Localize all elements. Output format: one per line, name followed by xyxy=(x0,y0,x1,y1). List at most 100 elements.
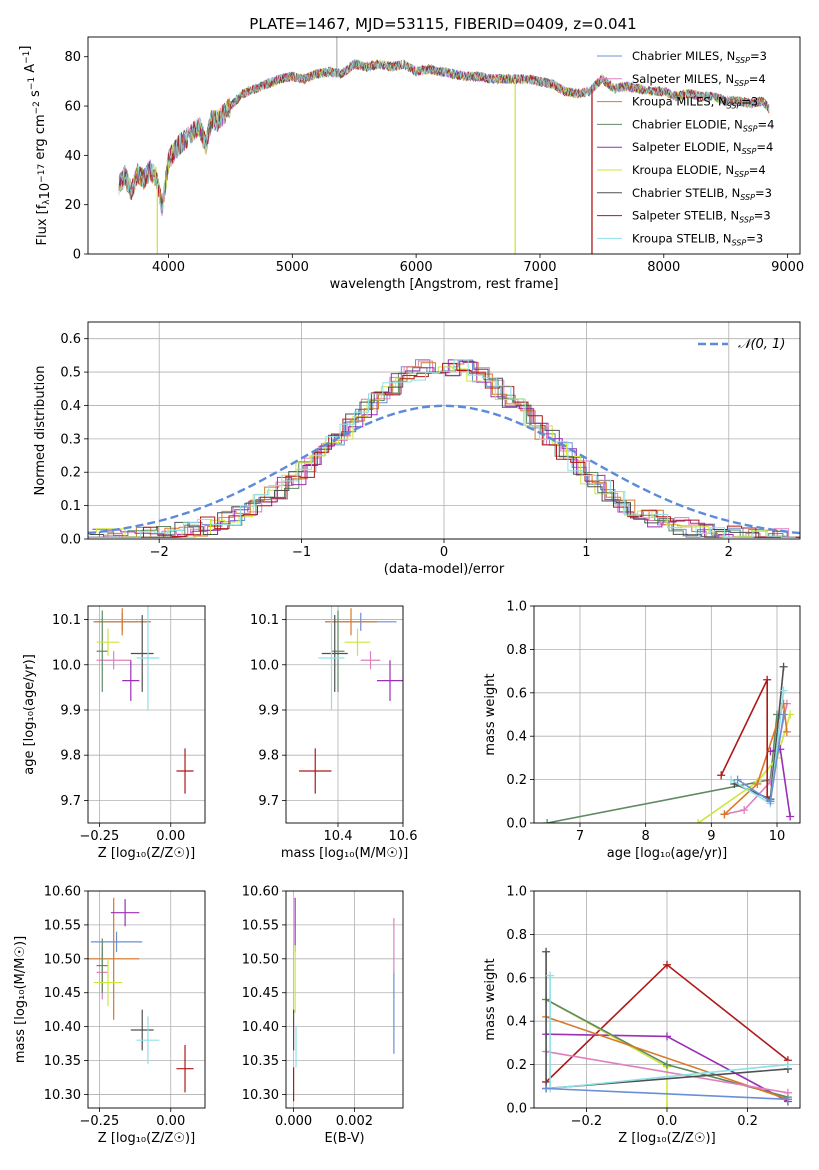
x-axis-label: E(B-V) xyxy=(324,1131,364,1146)
y-tick-label: 10.60 xyxy=(242,885,279,900)
y-tick-label: 0.2 xyxy=(506,773,527,788)
y-tick-label: 0.4 xyxy=(506,1015,527,1030)
spectrum-plot-area xyxy=(118,37,770,254)
x-tick-label: 0 xyxy=(440,545,448,560)
x-axis-label: age [log₁₀(age/yr)] xyxy=(607,846,728,861)
x-tick-label: 4000 xyxy=(152,260,185,275)
mass_vs_Z-axes: −0.25 0.00 10.30 10.35 10.40 10.45 10.50 10.55 1… xyxy=(13,885,206,1146)
weight-marker xyxy=(663,960,671,969)
y-tick-label: 60 xyxy=(64,100,81,115)
residuals-axes: −2 −1 0 1 2 0.0 0.1 0.2 0.3 0.4 0.5 0.6 (data-model)… xyxy=(33,321,801,577)
x-tick-label: 1 xyxy=(582,545,590,560)
y-tick-label: 10.50 xyxy=(44,952,81,967)
x-tick-label: 9000 xyxy=(771,260,804,275)
weight-marker xyxy=(733,775,742,784)
y-tick-label: 1.0 xyxy=(506,885,527,900)
x-axis-label: Z [log₁₀(Z/Z☉)] xyxy=(98,846,195,861)
y-tick-label: 0.0 xyxy=(60,533,81,548)
weight-marker xyxy=(542,947,551,956)
weight-marker xyxy=(779,710,788,719)
age_vs_mass-axes: 10.4 10.6 9.7 9.8 9.9 10.0 10.1 mass [log₁₀(M/M… xyxy=(250,605,418,861)
spectrum-line xyxy=(118,59,770,214)
histogram-series xyxy=(89,360,800,538)
y-tick-label: 0.1 xyxy=(60,499,81,514)
x-tick-label: 2 xyxy=(725,545,733,560)
y-tick-label: 9.8 xyxy=(258,749,279,764)
y-tick-label: 10.60 xyxy=(44,885,81,900)
x-tick-label: 0.002 xyxy=(336,1114,373,1129)
mass_vs_ebv-plot-area xyxy=(292,897,395,1102)
y-tick-label: 0.6 xyxy=(506,686,527,701)
weight-marker xyxy=(663,1060,671,1069)
weight_vs_age-axes: 7 8 9 10 0.0 0.2 0.4 0.6 0.8 1.0 age [log₁₀(age/yr… xyxy=(483,600,801,861)
x-tick-label: 10.6 xyxy=(389,829,418,844)
y-tick-label: 1.0 xyxy=(506,600,527,615)
x-tick-label: 7000 xyxy=(523,260,556,275)
weight-marker xyxy=(740,805,749,814)
histogram-series xyxy=(90,360,800,538)
weight-marker xyxy=(753,779,762,788)
y-tick-label: 10.30 xyxy=(44,1088,81,1103)
weight-marker xyxy=(694,819,703,823)
x-axis-label: Z [log₁₀(Z/Z☉)] xyxy=(98,1131,195,1146)
y-tick-label: 9.9 xyxy=(60,703,81,718)
age_vs_mass-frame xyxy=(285,605,404,824)
y-tick-label: 10.55 xyxy=(44,918,81,933)
weight-marker xyxy=(663,1032,671,1041)
weight-marker xyxy=(783,1060,792,1069)
y-tick-label: 0.6 xyxy=(506,971,527,986)
weight_vs_Z-plot-area xyxy=(542,947,792,1108)
weight-marker xyxy=(543,819,552,823)
y-tick-label: 10.45 xyxy=(242,986,279,1001)
x-tick-label: 0.00 xyxy=(156,829,185,844)
y-tick-label: 0.6 xyxy=(60,332,81,347)
weight-marker xyxy=(779,662,788,671)
spectrum-frame xyxy=(87,36,801,255)
y-tick-label: 9.8 xyxy=(60,749,81,764)
y-tick-label: 0.5 xyxy=(60,366,81,381)
y-tick-label: 10.55 xyxy=(242,918,279,933)
residuals-plot-area xyxy=(88,359,800,538)
y-tick-label: 10.30 xyxy=(242,1088,279,1103)
histogram-series xyxy=(88,362,799,538)
x-tick-label: 10 xyxy=(769,829,786,844)
x-tick-label: 10.4 xyxy=(324,829,353,844)
weight-marker xyxy=(663,1104,671,1108)
weight_vs_age-plot-area xyxy=(543,662,795,823)
x-axis-label: wavelength [Angstrom, rest frame] xyxy=(330,277,559,292)
y-axis-label: mass weight xyxy=(483,958,498,1040)
histogram-series xyxy=(88,367,798,538)
y-tick-label: 10.35 xyxy=(44,1054,81,1069)
y-tick-label: 0.3 xyxy=(60,432,81,447)
weight-marker xyxy=(763,675,772,684)
gaussian-curve xyxy=(88,404,800,535)
legend-label: Salpeter STELIB, NSSP=3 xyxy=(632,209,771,225)
weight-marker xyxy=(717,771,726,780)
y-axis-label: Flux [fλ10−17 erg cm−2 s−1 A−1] xyxy=(18,46,53,246)
x-tick-label: 7 xyxy=(576,829,584,844)
age_vs_Z-axes: −0.25 0.00 9.7 9.8 9.9 10.0 10.1 Z [log₁₀(Z/Z☉)… xyxy=(22,605,206,861)
y-axis-label: mass weight xyxy=(483,673,498,755)
legend-label: Kroupa MILES, NSSP=3 xyxy=(632,95,758,111)
legend-label: Salpeter MILES, NSSP=4 xyxy=(632,72,766,88)
y-tick-label: 10.50 xyxy=(242,952,279,967)
weight-marker xyxy=(546,971,555,980)
weight-marker xyxy=(779,699,788,708)
x-tick-label: 8 xyxy=(642,829,650,844)
histogram-series xyxy=(88,359,796,538)
weight_vs_Z-axes: −0.2 0.0 0.2 0.0 0.2 0.4 0.6 0.8 1.0 Z [log₁₀(Z/Z… xyxy=(483,885,801,1146)
y-tick-label: 9.9 xyxy=(258,703,279,718)
age_vs_Z-frame xyxy=(87,605,206,824)
weight-line xyxy=(546,1087,788,1101)
weight-marker xyxy=(786,812,795,821)
legend-label: Chabrier MILES, NSSP=3 xyxy=(632,49,767,65)
figure-title: PLATE=1467, MJD=53115, FIBERID=0409, z=0… xyxy=(249,15,636,33)
histogram-series xyxy=(92,359,800,538)
weight-marker xyxy=(779,686,788,695)
weight_vs_age-frame xyxy=(533,605,801,824)
histogram-series xyxy=(88,366,795,538)
y-tick-label: 9.7 xyxy=(60,794,81,809)
mass_vs_Z-frame xyxy=(87,890,206,1109)
y-tick-label: 0.2 xyxy=(60,466,81,481)
legend-label: 𝒩(0, 1) xyxy=(738,337,785,352)
